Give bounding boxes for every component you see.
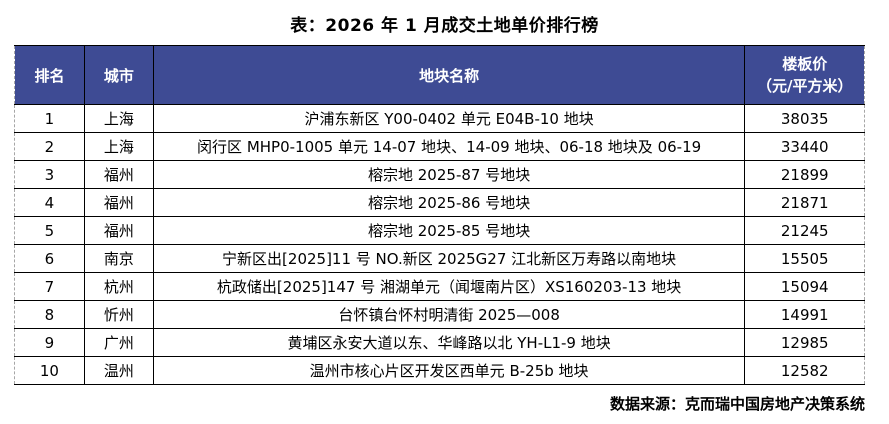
rank-cell: 9 bbox=[14, 328, 85, 357]
header-floor-price-line2: （元/平方米） bbox=[756, 77, 853, 95]
rank-cell: 6 bbox=[14, 244, 85, 273]
plot-name-cell: 黄埔区永安大道以东、华峰路以北 YH-L1-9 地块 bbox=[152, 328, 746, 357]
data-source-note: 数据来源：克而瑞中国房地产决策系统 bbox=[609, 395, 865, 413]
price-cell: 21899 bbox=[744, 160, 865, 189]
table-row: 4 福州 榕宗地 2025-86 号地块 21871 bbox=[14, 188, 865, 217]
city-cell: 福州 bbox=[83, 216, 154, 245]
table-row: 9 广州 黄埔区永安大道以东、华峰路以北 YH-L1-9 地块 12985 bbox=[14, 328, 865, 357]
table-row: 5 福州 榕宗地 2025-85 号地块 21245 bbox=[14, 216, 865, 245]
table-row: 8 忻州 台怀镇台怀村明清街 2025—008 14991 bbox=[14, 300, 865, 329]
table-row: 10 温州 温州市核心片区开发区西单元 B-25b 地块 12582 bbox=[14, 356, 865, 385]
price-cell: 14991 bbox=[744, 300, 865, 329]
rank-cell: 1 bbox=[14, 104, 85, 133]
price-cell: 15094 bbox=[744, 272, 865, 301]
header-city: 城市 bbox=[83, 45, 154, 105]
plot-name-cell: 杭政储出[2025]147 号 湘湖单元（闻堰南片区）XS160203-13 地… bbox=[152, 272, 746, 301]
price-cell: 12985 bbox=[744, 328, 865, 357]
price-cell: 15505 bbox=[744, 244, 865, 273]
header-plot-name: 地块名称 bbox=[152, 45, 746, 105]
table-header-row: 排名 城市 地块名称 楼板价 （元/平方米） bbox=[14, 45, 865, 105]
city-cell: 福州 bbox=[83, 188, 154, 217]
header-floor-price: 楼板价 （元/平方米） bbox=[744, 45, 865, 105]
city-cell: 忻州 bbox=[83, 300, 154, 329]
plot-name-cell: 榕宗地 2025-86 号地块 bbox=[152, 188, 746, 217]
price-cell: 12582 bbox=[744, 356, 865, 385]
table-row: 6 南京 宁新区出[2025]11 号 NO.新区 2025G27 江北新区万寿路以… bbox=[14, 244, 865, 273]
price-cell: 21245 bbox=[744, 216, 865, 245]
rank-cell: 7 bbox=[14, 272, 85, 301]
rank-cell: 8 bbox=[14, 300, 85, 329]
city-cell: 福州 bbox=[83, 160, 154, 189]
page-title: 表：2026 年 1 月成交土地单价排行榜 bbox=[290, 16, 599, 36]
rank-cell: 4 bbox=[14, 188, 85, 217]
city-cell: 温州 bbox=[83, 356, 154, 385]
plot-name-cell: 榕宗地 2025-85 号地块 bbox=[152, 216, 746, 245]
header-rank: 排名 bbox=[14, 45, 85, 105]
plot-name-cell: 沪浦东新区 Y00-0402 单元 E04B-10 地块 bbox=[152, 104, 746, 133]
city-cell: 上海 bbox=[83, 104, 154, 133]
plot-name-cell: 台怀镇台怀村明清街 2025—008 bbox=[152, 300, 746, 329]
city-cell: 杭州 bbox=[83, 272, 154, 301]
table-row: 2 上海 闵行区 MHP0-1005 单元 14-07 地块、14-09 地块、06… bbox=[14, 132, 865, 161]
table-row: 7 杭州 杭政储出[2025]147 号 湘湖单元（闻堰南片区）XS160203-1… bbox=[14, 272, 865, 301]
city-cell: 上海 bbox=[83, 132, 154, 161]
land-price-ranking-table: 排名 城市 地块名称 楼板价 （元/平方米） 1 上海 沪浦东新区 Y00-0402… bbox=[14, 45, 865, 385]
rank-cell: 10 bbox=[14, 356, 85, 385]
plot-name-cell: 闵行区 MHP0-1005 单元 14-07 地块、14-09 地块、06-18… bbox=[152, 132, 746, 161]
rank-cell: 5 bbox=[14, 216, 85, 245]
plot-name-cell: 榕宗地 2025-87 号地块 bbox=[152, 160, 746, 189]
plot-name-cell: 宁新区出[2025]11 号 NO.新区 2025G27 江北新区万寿路以南地块 bbox=[152, 244, 746, 273]
table-row: 1 上海 沪浦东新区 Y00-0402 单元 E04B-10 地块 38035 bbox=[14, 104, 865, 133]
rank-cell: 2 bbox=[14, 132, 85, 161]
price-cell: 33440 bbox=[744, 132, 865, 161]
city-cell: 南京 bbox=[83, 244, 154, 273]
table-body: 1 上海 沪浦东新区 Y00-0402 单元 E04B-10 地块 38035 2 上海闵… bbox=[14, 104, 865, 385]
table-row: 3 福州 榕宗地 2025-87 号地块 21899 bbox=[14, 160, 865, 189]
header-floor-price-line1: 楼板价 bbox=[782, 54, 828, 73]
price-cell: 21871 bbox=[744, 188, 865, 217]
rank-cell: 3 bbox=[14, 160, 85, 189]
price-cell: 38035 bbox=[744, 104, 865, 133]
plot-name-cell: 温州市核心片区开发区西单元 B-25b 地块 bbox=[152, 356, 746, 385]
city-cell: 广州 bbox=[83, 328, 154, 357]
